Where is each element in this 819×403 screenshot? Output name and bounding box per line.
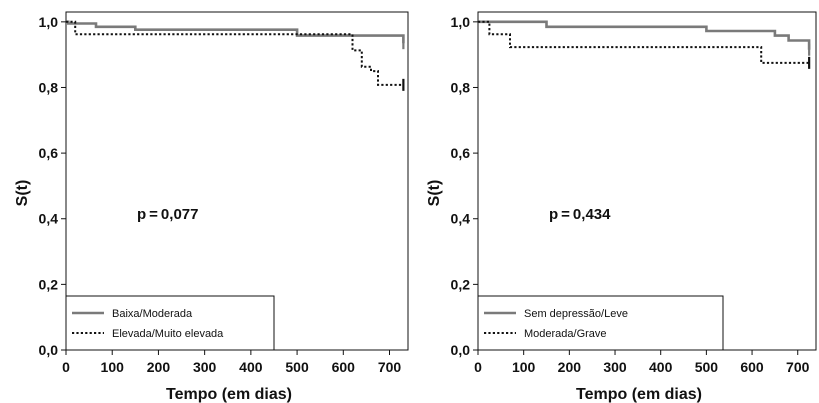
y-tick-label: 1,0: [451, 14, 471, 30]
y-tick-label: 0,2: [39, 276, 59, 292]
y-tick-label: 0,6: [39, 145, 59, 161]
x-tick-label: 600: [740, 359, 764, 375]
legend-label-2: Elevada/Muito elevada: [112, 328, 224, 340]
x-tick-label: 500: [285, 359, 309, 375]
x-axis-title: Tempo (em dias): [166, 386, 292, 403]
x-tick-label: 200: [147, 359, 171, 375]
x-tick-label: 400: [239, 359, 263, 375]
series-line-1: [66, 20, 405, 44]
x-tick-label: 700: [378, 359, 402, 375]
x-axis-title: Tempo (em dias): [576, 386, 702, 403]
y-tick-label: 0,4: [39, 211, 59, 227]
legend-label-1: Baixa/Moderada: [112, 308, 193, 320]
legend-box: [477, 295, 724, 351]
y-tick-label: 0,8: [39, 79, 59, 95]
series-line-2: [66, 20, 404, 86]
x-tick-label: 200: [558, 359, 582, 375]
legend-label-1: Sem depressão/Leve: [524, 308, 628, 320]
survival-chart-1: 0,0 0,2 0,4 0,6 0,8 1,0 0 100 200 300 400 500 600 700…: [14, 11, 409, 403]
y-axis-title: S(t): [14, 180, 31, 207]
x-tick-label: 0: [62, 359, 70, 375]
series-line-1: [478, 20, 811, 50]
legend-box: [65, 295, 275, 351]
x-tick-label: 500: [695, 359, 719, 375]
y-tick-label: 0,0: [451, 342, 471, 358]
x-tick-label: 400: [649, 359, 673, 375]
x-tick-label: 300: [603, 359, 627, 375]
y-tick-label: 0,4: [451, 211, 471, 227]
y-axis-title: S(t): [426, 180, 443, 207]
x-tick-label: 700: [786, 359, 810, 375]
p-value-annotation: p = 0,077: [137, 206, 198, 223]
x-tick-label: 300: [193, 359, 217, 375]
y-tick-label: 0,2: [451, 276, 471, 292]
p-value-annotation: p = 0,434: [549, 206, 611, 223]
x-tick-label: 100: [512, 359, 536, 375]
y-tick-label: 1,0: [39, 14, 59, 30]
x-tick-label: 100: [101, 359, 125, 375]
survival-chart-2: 0,0 0,2 0,4 0,6 0,8 1,0 0 100 200 300 400 500 600 700…: [426, 11, 817, 403]
x-tick-label: 0: [474, 359, 482, 375]
x-tick-label: 600: [332, 359, 356, 375]
y-tick-label: 0,6: [451, 145, 471, 161]
y-tick-label: 0,8: [451, 79, 471, 95]
y-tick-label: 0,0: [39, 342, 59, 358]
series-line-2: [478, 20, 810, 64]
legend-label-2: Moderada/Grave: [524, 328, 607, 340]
